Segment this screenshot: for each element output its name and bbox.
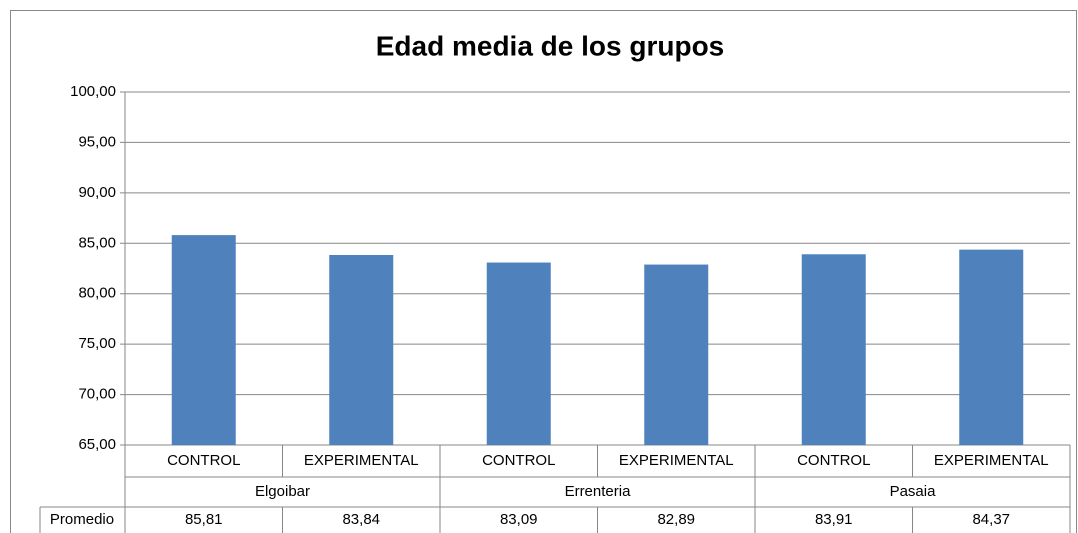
chart-frame bbox=[10, 10, 1077, 533]
x-tick-label: CONTROL bbox=[797, 452, 870, 469]
value-label: 83,09 bbox=[500, 511, 538, 528]
value-label: 85,81 bbox=[185, 511, 223, 528]
legend-label: Promedio bbox=[50, 511, 114, 528]
value-label: 83,84 bbox=[342, 511, 380, 528]
x-tick-label: EXPERIMENTAL bbox=[304, 452, 419, 469]
bar bbox=[644, 264, 709, 445]
group-label: Elgoibar bbox=[255, 483, 310, 500]
chart-title: Edad media de los grupos bbox=[376, 30, 725, 61]
y-tick-label: 70,00 bbox=[78, 386, 116, 403]
y-tick-label: 85,00 bbox=[78, 234, 116, 251]
y-tick-label: 95,00 bbox=[78, 133, 116, 150]
bar bbox=[486, 262, 551, 445]
y-tick-label: 90,00 bbox=[78, 184, 116, 201]
value-label: 84,37 bbox=[972, 511, 1010, 528]
x-tick-label: EXPERIMENTAL bbox=[934, 452, 1049, 469]
y-tick-label: 80,00 bbox=[78, 285, 116, 302]
group-label: Errenteria bbox=[565, 483, 632, 500]
bar bbox=[171, 235, 236, 445]
group-label: Pasaia bbox=[890, 483, 937, 500]
y-tick-label: 65,00 bbox=[78, 436, 116, 453]
value-label: 82,89 bbox=[657, 511, 695, 528]
bar bbox=[959, 249, 1024, 445]
y-tick-label: 100,00 bbox=[70, 83, 116, 100]
x-tick-label: CONTROL bbox=[167, 452, 240, 469]
bar bbox=[801, 254, 866, 445]
bar bbox=[329, 254, 394, 445]
value-label: 83,91 bbox=[815, 511, 853, 528]
x-tick-label: EXPERIMENTAL bbox=[619, 452, 734, 469]
y-tick-label: 75,00 bbox=[78, 335, 116, 352]
x-tick-label: CONTROL bbox=[482, 452, 555, 469]
